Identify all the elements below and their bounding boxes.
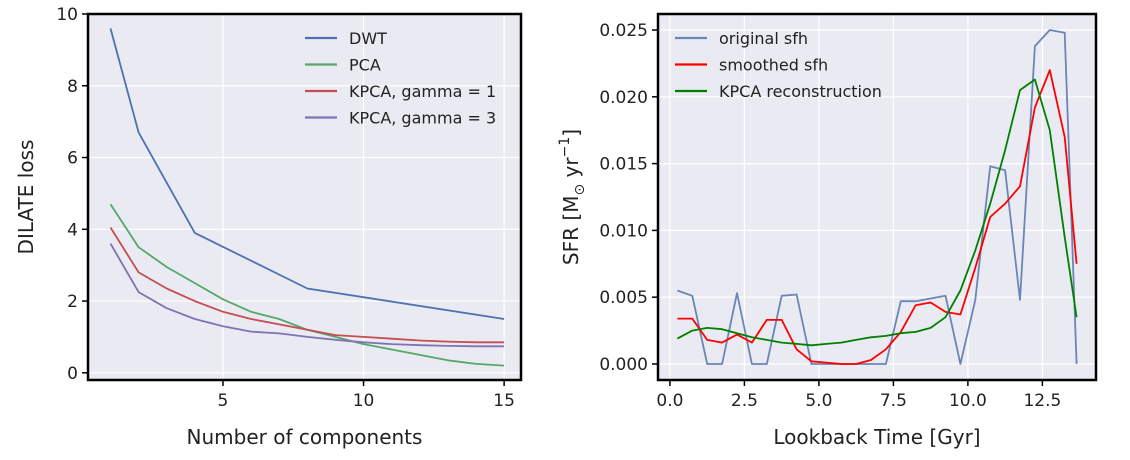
legend-label-dwt: DWT bbox=[349, 29, 387, 48]
y-tick-label: 2 bbox=[67, 292, 78, 312]
x-tick-label: 12.5 bbox=[1023, 391, 1061, 411]
x-tick-label: 10.0 bbox=[949, 391, 987, 411]
y-tick-label: 4 bbox=[67, 220, 78, 240]
dilate-loss-chart: 5 10 15 0 2 4 6 8 10 Number of components DILATE… bbox=[14, 5, 523, 449]
x-tick-label: 5 bbox=[218, 391, 229, 411]
legend-label-smoothed-sfh: smoothed sfh bbox=[719, 56, 828, 75]
x-tick-label: 2.5 bbox=[731, 391, 758, 411]
series-line-original-sfh bbox=[677, 29, 1078, 365]
y-tick-label: 0 bbox=[67, 364, 78, 384]
y-tick-label: 0.010 bbox=[599, 221, 648, 241]
y-axis-label-right: SFR [M⊙ yr−1] bbox=[557, 129, 588, 265]
y-tick-label: 0.020 bbox=[599, 88, 648, 108]
legend-label-kpca-gamma-1: KPCA, gamma = 1 bbox=[349, 82, 496, 101]
plot-frame-right bbox=[656, 12, 1098, 382]
y-tick-label: 8 bbox=[67, 77, 78, 97]
legend-right: original sfh smoothed sfh KPCA reconstruct… bbox=[675, 29, 882, 101]
y-axis-label-left: DILATE loss bbox=[14, 140, 38, 255]
series-line-dwt bbox=[109, 28, 505, 320]
plot-area-left bbox=[88, 14, 521, 380]
legend-label-original-sfh: original sfh bbox=[719, 29, 808, 48]
legend-label-pca: PCA bbox=[349, 56, 381, 75]
series-line-kpca-gamma-3 bbox=[109, 243, 505, 348]
y-tick-label: 10 bbox=[56, 5, 78, 25]
legend-left: DWT PCA KPCA, gamma = 1 KPCA, gamma = 3 bbox=[305, 29, 496, 128]
sfr-chart: 0.0 2.5 5.0 7.5 10.0 12.5 0.000 0.005 0.010 0.015… bbox=[557, 12, 1098, 449]
legend-label-kpca-reconstruction: KPCA reconstruction bbox=[719, 82, 882, 101]
x-tick-label: 5.0 bbox=[805, 391, 832, 411]
x-tick-label: 10 bbox=[353, 391, 375, 411]
plot-frame-left bbox=[86, 12, 523, 382]
x-tick-label: 0.0 bbox=[656, 391, 683, 411]
x-axis-label-left: Number of components bbox=[187, 425, 423, 449]
series-line-smoothed-sfh bbox=[677, 69, 1078, 365]
y-tick-label: 0.025 bbox=[599, 21, 648, 41]
series-line-kpca-reconstruction bbox=[676, 78, 1078, 347]
x-tick-label: 7.5 bbox=[880, 391, 907, 411]
y-tick-label: 0.005 bbox=[599, 288, 648, 308]
legend-label-kpca-gamma-3: KPCA, gamma = 3 bbox=[349, 109, 496, 128]
x-tick-label: 15 bbox=[493, 391, 515, 411]
y-tick-label: 0.000 bbox=[599, 355, 648, 375]
series-line-kpca-gamma-1 bbox=[109, 227, 505, 344]
x-axis-label-right: Lookback Time [Gyr] bbox=[773, 425, 980, 449]
y-tick-label: 0.015 bbox=[599, 155, 648, 175]
y-tick-label: 6 bbox=[67, 149, 78, 169]
